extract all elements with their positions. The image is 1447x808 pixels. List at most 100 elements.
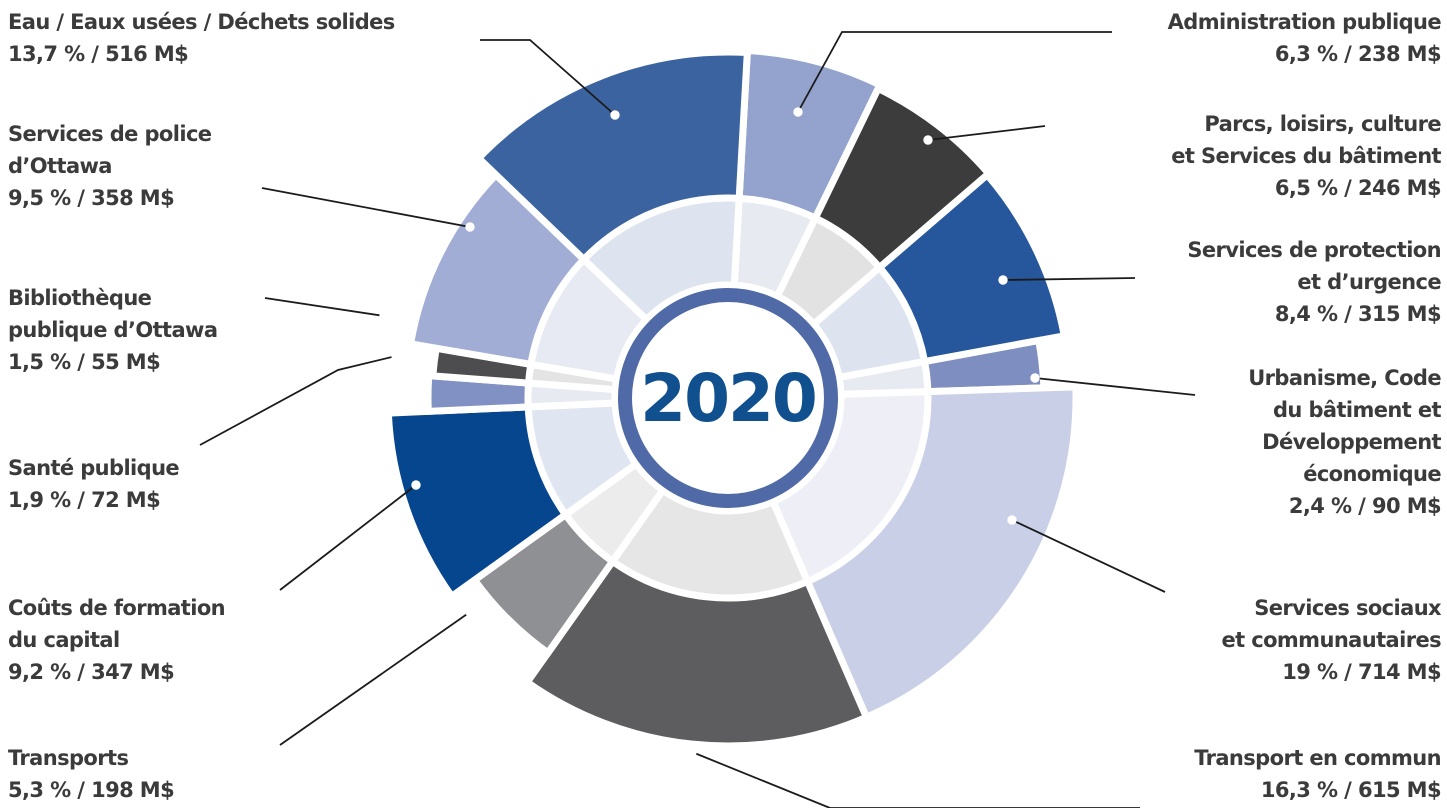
- label-name-line: Administration publique: [1167, 10, 1442, 34]
- label-administration-publique: Administration publique 6,3 % / 238 M$: [1167, 6, 1442, 70]
- label-value: 16,3 % / 615 M$: [1194, 774, 1442, 806]
- slice-eau-eaux-usees-dechets-solides[interactable]: [473, 48, 752, 265]
- leader-line-eau-eaux-usees-dechets-solides: [480, 39, 616, 116]
- label-amount: 90 M$: [1371, 494, 1442, 518]
- label-name-line: Services de police: [8, 122, 212, 146]
- label-value: 19 % / 714 M$: [1221, 656, 1441, 688]
- leader-dot-services-sociaux-et-communautaires: [1007, 515, 1017, 525]
- leader-dot-services-de-police-d-ottawa: [465, 222, 475, 232]
- label-name-line: Bibliothèque: [8, 286, 152, 310]
- slice-couts-de-formation-du-capital[interactable]: [384, 403, 571, 602]
- center-year-label: 2020: [640, 360, 818, 437]
- label-parcs-loisirs-culture-et-services-du-batiment: Parcs, loisirs, culture et Services du bâ…: [1171, 108, 1441, 204]
- label-amount: 238 M$: [1357, 42, 1442, 66]
- label-amount: 714 M$: [1357, 660, 1442, 684]
- label-separator: /: [1337, 660, 1358, 684]
- leader-dot-urbanisme-code-du-batiment-et-developpement-economique: [1030, 373, 1040, 383]
- leader-dot-transports: [465, 607, 475, 617]
- label-name-line: et Services du bâtiment: [1171, 144, 1441, 168]
- label-separator: /: [70, 186, 92, 210]
- label-value: 8,4 % / 315 M$: [1187, 298, 1442, 330]
- leader-line-urbanisme-code-du-batiment-et-developpement-economique: [1034, 377, 1196, 396]
- label-services-sociaux-et-communautaires: Services sociaux et communautaires 19 % / …: [1221, 592, 1441, 688]
- leader-line-administration-publique: [797, 31, 1112, 113]
- label-percent: 5,3 %: [8, 778, 71, 802]
- label-percent: 6,3 %: [1274, 42, 1338, 66]
- label-value: 1,5 % / 55 M$: [8, 346, 217, 378]
- label-separator: /: [84, 42, 106, 66]
- label-name-line: du capital: [8, 628, 120, 652]
- leader-dot-sante-publique: [391, 351, 401, 361]
- label-name-line: Transports: [8, 746, 129, 770]
- leader-line-bibliotheque-publique-d-ottawa: [264, 297, 385, 317]
- leader-dot-parcs-loisirs-culture-et-services-du-batiment: [923, 135, 933, 145]
- leader-dot-administration-publique: [793, 107, 803, 117]
- leader-line-services-de-protection-et-d-urgence: [1002, 277, 1136, 281]
- label-name-line: Développement: [1262, 430, 1441, 454]
- label-value: 6,5 % / 246 M$: [1171, 172, 1442, 204]
- label-amount: 315 M$: [1357, 302, 1442, 326]
- label-name-line: et d’urgence: [1297, 270, 1441, 294]
- label-amount: 358 M$: [91, 186, 175, 210]
- label-transport-en-commun: Transport en commun 16,3 % / 615 M$: [1194, 742, 1441, 806]
- label-couts-de-formation-du-capital: Coûts de formation du capital 9,2 % / 347 …: [8, 592, 226, 688]
- leader-dot-services-de-protection-et-d-urgence: [998, 275, 1008, 285]
- slice-transport-en-commun[interactable]: [522, 556, 872, 750]
- center-hub: [615, 285, 841, 511]
- label-percent: 8,4 %: [1274, 302, 1338, 326]
- leader-line-transport-en-commun: [691, 751, 1140, 808]
- label-name-line: Parcs, loisirs, culture: [1204, 112, 1441, 136]
- label-name-line: Services de protection: [1187, 238, 1441, 262]
- label-amount: 615 M$: [1357, 778, 1442, 802]
- leader-line-services-de-police-d-ottawa: [261, 187, 471, 228]
- label-separator: /: [70, 778, 92, 802]
- label-value: 9,5 % / 358 M$: [8, 182, 211, 214]
- label-name-line: Urbanisme, Code: [1248, 366, 1441, 390]
- leader-dot-eau-eaux-usees-dechets-solides: [610, 110, 620, 120]
- label-percent: 2,4 %: [1288, 494, 1352, 518]
- label-value: 1,9 % / 72 M$: [8, 484, 179, 516]
- leader-dot-couts-de-formation-du-capital: [411, 480, 421, 490]
- leader-lines: [199, 31, 1196, 808]
- label-name-line: Coûts de formation: [8, 596, 226, 620]
- label-amount: 72 M$: [91, 488, 161, 512]
- label-name-line: et communautaires: [1221, 628, 1441, 652]
- label-name-line: du bâtiment et: [1272, 398, 1442, 422]
- slice-services-de-protection-et-d-urgence[interactable]: [874, 169, 1069, 366]
- center-hub-ring: [618, 288, 838, 508]
- label-separator: /: [70, 350, 92, 374]
- label-sante-publique: Santé publique 1,9 % / 72 M$: [8, 452, 180, 516]
- leader-line-transports: [279, 611, 471, 746]
- label-name-line: Eau / Eaux usées / Déchets solides: [8, 10, 395, 34]
- label-percent: 1,9 %: [8, 488, 71, 512]
- label-separator: /: [1337, 302, 1358, 326]
- label-percent: 9,2 %: [8, 660, 71, 684]
- leader-line-sante-publique: [199, 355, 397, 446]
- leader-line-couts-de-formation-du-capital: [279, 484, 417, 591]
- label-amount: 347 M$: [91, 660, 175, 684]
- label-percent: 6,5 %: [1274, 176, 1338, 200]
- label-name-line: Santé publique: [8, 456, 180, 480]
- leader-line-parcs-loisirs-culture-et-services-du-batiment: [927, 125, 1046, 141]
- label-name-line: publique d’Ottawa: [8, 318, 218, 342]
- label-separator: /: [1351, 494, 1372, 518]
- label-value: 9,2 % / 347 M$: [8, 656, 225, 688]
- label-urbanisme-code-du-batiment-et-developpement-economique: Urbanisme, Code du bâtiment et Développeme…: [1248, 362, 1441, 522]
- label-transports: Transports 5,3 % / 198 M$: [8, 742, 175, 806]
- label-separator: /: [70, 488, 92, 512]
- label-separator: /: [70, 660, 92, 684]
- label-percent: 1,5 %: [8, 350, 71, 374]
- label-percent: 19 %: [1282, 660, 1338, 684]
- label-separator: /: [1337, 778, 1358, 802]
- slice-services-sociaux-et-communautaires[interactable]: [802, 383, 1080, 722]
- label-percent: 9,5 %: [8, 186, 71, 210]
- label-services-de-police-d-ottawa: Services de police d’Ottawa 9,5 % / 358 M$: [8, 118, 212, 214]
- slice-administration-publique[interactable]: [735, 46, 885, 223]
- leader-line-services-sociaux-et-communautaires: [1011, 519, 1166, 593]
- label-percent: 16,3 %: [1260, 778, 1338, 802]
- label-separator: /: [1337, 42, 1358, 66]
- label-amount: 246 M$: [1357, 176, 1442, 200]
- label-amount: 516 M$: [105, 42, 189, 66]
- leader-dot-bibliotheque-publique-d-ottawa: [379, 311, 389, 321]
